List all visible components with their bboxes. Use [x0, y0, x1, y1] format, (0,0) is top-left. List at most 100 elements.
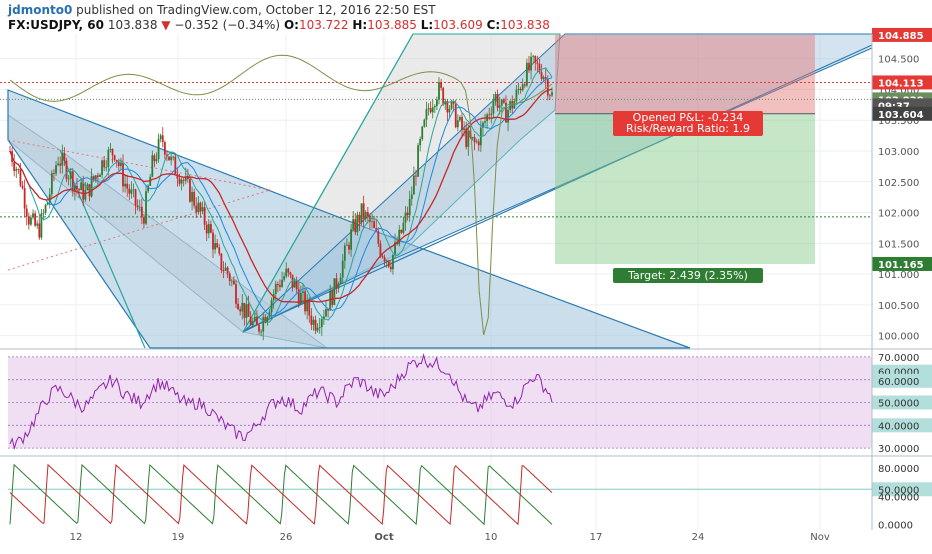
candle-body	[343, 245, 346, 261]
candle	[329, 284, 332, 311]
candle-body	[69, 171, 72, 179]
candle	[96, 172, 99, 185]
price-badge-label: 103.604	[878, 110, 924, 121]
candle-body	[306, 300, 309, 312]
candle-body	[42, 212, 45, 214]
candle-body	[521, 84, 524, 91]
candle-body	[57, 163, 60, 166]
candle	[224, 262, 227, 272]
candle-body	[115, 160, 118, 163]
candle-body	[233, 280, 235, 285]
candle	[360, 203, 363, 226]
candle-body	[126, 183, 129, 189]
osc-tick-label: 0.0000	[878, 520, 913, 531]
candle	[55, 160, 57, 176]
candle-body	[226, 267, 229, 274]
candle	[214, 234, 216, 254]
candle-body	[197, 202, 200, 213]
price-badge	[872, 106, 932, 121]
candle-body	[528, 62, 530, 71]
candle	[402, 216, 405, 235]
candle	[392, 254, 394, 275]
candle	[318, 317, 321, 334]
candle	[517, 82, 520, 95]
candle	[251, 317, 254, 328]
price-change: −0.352 (−0.34%)	[174, 18, 281, 32]
candle-body	[488, 114, 491, 116]
candle	[289, 271, 292, 279]
candle-body	[517, 88, 520, 90]
candle	[134, 188, 137, 215]
candle-body	[40, 213, 43, 238]
candle	[492, 94, 495, 118]
username[interactable]: jdmonto0	[8, 3, 73, 17]
candle-body	[172, 156, 175, 158]
candle	[419, 136, 422, 152]
candle	[145, 185, 147, 226]
candle-body	[337, 283, 340, 289]
candle-body	[297, 289, 300, 304]
candle	[107, 146, 110, 176]
candle	[157, 133, 160, 163]
candle	[310, 308, 313, 331]
candle-body	[285, 268, 288, 277]
target-annotation-box	[613, 268, 763, 283]
candle-body	[467, 130, 470, 147]
candle-body	[289, 272, 292, 275]
candle-body	[109, 148, 112, 150]
candle	[53, 169, 55, 182]
candle	[302, 283, 304, 302]
candle	[343, 242, 346, 269]
price-badge	[872, 75, 932, 90]
osc-red-line	[9, 463, 553, 526]
candle-body	[358, 214, 361, 223]
candle-body	[287, 268, 290, 273]
candle	[59, 156, 62, 174]
candle-body	[329, 290, 332, 311]
candle-body	[281, 279, 283, 287]
x-tick-label: 26	[280, 532, 293, 543]
candle	[454, 99, 457, 129]
candle-body	[276, 283, 279, 286]
candle-body	[260, 331, 263, 333]
candle	[207, 219, 210, 239]
price-badge	[872, 27, 932, 42]
candle-body	[436, 99, 438, 107]
candle-body	[65, 160, 68, 179]
candle	[348, 241, 350, 255]
candle-body	[415, 175, 417, 177]
candle	[48, 188, 51, 209]
candle-body	[147, 185, 150, 192]
candle-body	[182, 179, 185, 181]
rsi-badge	[872, 418, 932, 433]
candle	[496, 89, 499, 112]
candle-body	[459, 116, 461, 121]
candle-body	[138, 206, 141, 208]
candle-body	[394, 242, 396, 255]
candle	[467, 124, 470, 156]
candle-body	[498, 105, 501, 108]
candle-body	[21, 185, 24, 189]
candle-body	[186, 176, 189, 180]
candle	[245, 296, 248, 325]
candle-body	[523, 84, 526, 86]
candle-body	[247, 304, 250, 317]
candle-body	[513, 101, 516, 109]
x-tick-label: 12	[70, 532, 83, 543]
candle-body	[48, 194, 51, 203]
symbol[interactable]: FX:USDJPY, 60	[8, 18, 104, 32]
candle-body	[490, 113, 493, 115]
rsi-tick-label: 30.0000	[878, 444, 919, 455]
candle	[61, 144, 64, 174]
candle	[532, 54, 535, 64]
candle-body	[502, 99, 505, 103]
candle-body	[82, 182, 85, 200]
candle-body	[178, 178, 181, 184]
target-zone	[555, 113, 815, 264]
candle-body	[477, 141, 480, 146]
x-tick-label: 17	[590, 532, 603, 543]
candle-body	[15, 169, 18, 171]
candle	[371, 213, 373, 229]
risk-reward-annotation: Risk/Reward Ratio: 1.9	[626, 122, 750, 135]
